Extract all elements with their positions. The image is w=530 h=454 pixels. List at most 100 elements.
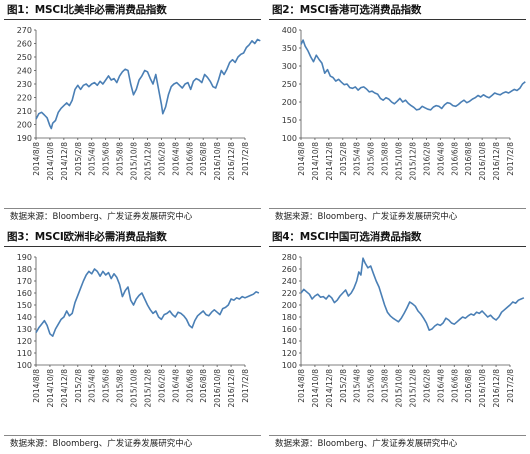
x-tick-label: 2016/2/8 (157, 369, 166, 403)
x-tick-label: 2015/10/8 (130, 369, 139, 408)
x-tick-label: 2017/2/8 (241, 369, 250, 403)
y-tick-label: 240 (282, 277, 297, 286)
y-tick-label: 230 (17, 80, 32, 89)
chart-title: 图3：MSCI欧洲非必需消费品指数 (7, 231, 167, 243)
y-tick-label: 200 (282, 98, 297, 107)
x-tick-label: 2017/2/8 (506, 369, 515, 403)
source-note: 数据来源：Bloomberg、广发证券发展研究中心 (10, 439, 193, 449)
x-tick-label: 2015/8/8 (116, 369, 125, 403)
chart-panel-4: 图4：MSCI中国可选消费品指数 100 120 140 160 180 200 220 24… (265, 227, 530, 454)
y-tick-label: 190 (17, 253, 32, 262)
x-tick-label: 2015/8/8 (381, 142, 390, 176)
y-tick-label: 180 (282, 313, 297, 322)
chart-title: 图2：MSCI香港可选消费品指数 (272, 4, 422, 16)
y-tick-label: 160 (282, 325, 297, 334)
x-tick-label: 2016/12/8 (227, 369, 236, 408)
x-tick-label: 2014/8/8 (32, 142, 41, 176)
series-line (300, 39, 526, 111)
x-tick-label: 2014/12/8 (325, 369, 334, 408)
y-tick-label: 300 (282, 62, 297, 71)
x-tick-label: 2016/8/8 (464, 142, 473, 176)
title-divider (4, 19, 261, 20)
y-tick-label: 240 (17, 67, 32, 76)
source-divider (4, 435, 261, 436)
source-note: 数据来源：Bloomberg、广发证券发展研究中心 (10, 212, 193, 222)
x-tick-label: 2016/6/8 (450, 369, 459, 403)
x-tick-label: 2014/10/8 (46, 369, 55, 408)
x-tick-label: 2015/10/8 (395, 369, 404, 408)
y-tick-label: 260 (17, 40, 32, 49)
x-tick-label: 2016/8/8 (464, 369, 473, 403)
chart-title: 图1：MSCI北美非必需消费品指数 (7, 4, 167, 16)
x-tick-label: 2014/8/8 (297, 369, 306, 403)
y-tick-label: 140 (17, 313, 32, 322)
x-tick-label: 2015/12/8 (408, 142, 417, 181)
series-line (35, 268, 260, 337)
x-tick-label: 2014/12/8 (325, 142, 334, 181)
y-tick-label: 110 (17, 349, 32, 358)
y-tick-label: 100 (282, 134, 297, 143)
x-tick-label: 2016/10/8 (478, 369, 487, 408)
source-note: 数据来源：Bloomberg、广发证券发展研究中心 (275, 212, 458, 222)
x-tick-label: 2015/4/8 (353, 142, 362, 176)
y-tick-label: 260 (282, 265, 297, 274)
x-tick-label: 2015/2/8 (74, 142, 83, 176)
source-divider (269, 208, 526, 209)
x-tick-label: 2016/4/8 (436, 369, 445, 403)
x-tick-label: 2016/6/8 (185, 142, 194, 176)
x-tick-label: 2015/2/8 (74, 369, 83, 403)
x-tick-label: 2016/12/8 (492, 142, 501, 181)
x-tick-label: 2016/8/8 (199, 142, 208, 176)
series-line (35, 38, 261, 130)
x-tick-label: 2015/10/8 (130, 142, 139, 181)
x-tick-label: 2014/8/8 (297, 142, 306, 176)
y-tick-label: 250 (17, 53, 32, 62)
x-tick-label: 2015/12/8 (143, 369, 152, 408)
y-tick-label: 220 (282, 289, 297, 298)
y-tick-label: 280 (282, 253, 297, 262)
x-tick-label: 2014/10/8 (46, 142, 55, 181)
x-tick-label: 2015/8/8 (381, 369, 390, 403)
x-tick-label: 2016/2/8 (157, 142, 166, 176)
y-tick-label: 120 (282, 349, 297, 358)
x-tick-label: 2015/8/8 (116, 142, 125, 176)
source-divider (4, 208, 261, 209)
x-tick-label: 2014/10/8 (311, 369, 320, 408)
chart-title: 图4：MSCI中国可选消费品指数 (272, 231, 422, 243)
x-tick-label: 2016/2/8 (422, 142, 431, 176)
y-tick-label: 170 (17, 277, 32, 286)
y-tick-label: 220 (17, 94, 32, 103)
y-tick-label: 350 (282, 44, 297, 53)
x-tick-label: 2016/4/8 (171, 369, 180, 403)
y-tick-label: 100 (282, 361, 297, 370)
x-tick-label: 2015/2/8 (339, 142, 348, 176)
x-tick-label: 2014/10/8 (311, 142, 320, 181)
x-tick-label: 2016/4/8 (171, 142, 180, 176)
series-line (300, 257, 525, 331)
x-tick-label: 2016/12/8 (227, 142, 236, 181)
y-tick-label: 270 (17, 26, 32, 35)
x-tick-label: 2015/6/8 (102, 369, 111, 403)
x-tick-label: 2014/12/8 (60, 142, 69, 181)
x-tick-label: 2015/6/8 (102, 142, 111, 176)
x-tick-label: 2016/2/8 (422, 369, 431, 403)
x-tick-label: 2016/8/8 (199, 369, 208, 403)
x-tick-label: 2017/2/8 (241, 142, 250, 176)
x-tick-label: 2016/6/8 (185, 369, 194, 403)
source-divider (269, 435, 526, 436)
source-note: 数据来源：Bloomberg、广发证券发展研究中心 (275, 439, 458, 449)
line-chart-4: 100 120 140 160 180 200 220 240 260 280 2014/8/8 20… (282, 253, 525, 408)
y-tick-label: 130 (17, 325, 32, 334)
y-tick-label: 180 (17, 265, 32, 274)
y-tick-label: 160 (17, 289, 32, 298)
x-tick-label: 2015/2/8 (339, 369, 348, 403)
x-tick-label: 2014/12/8 (60, 369, 69, 408)
chart-panel-1: 图1：MSCI北美非必需消费品指数 190 200 210 220 230 240 250 2… (0, 0, 265, 227)
title-divider (4, 246, 261, 247)
x-tick-label: 2015/6/8 (367, 369, 376, 403)
line-chart-3: 100 110 120 130 140 150 160 170 180 190 2014/8/8 20… (17, 253, 260, 408)
x-tick-label: 2015/4/8 (353, 369, 362, 403)
x-tick-label: 2017/2/8 (506, 142, 515, 176)
x-tick-label: 2016/10/8 (478, 142, 487, 181)
x-tick-label: 2016/4/8 (436, 142, 445, 176)
